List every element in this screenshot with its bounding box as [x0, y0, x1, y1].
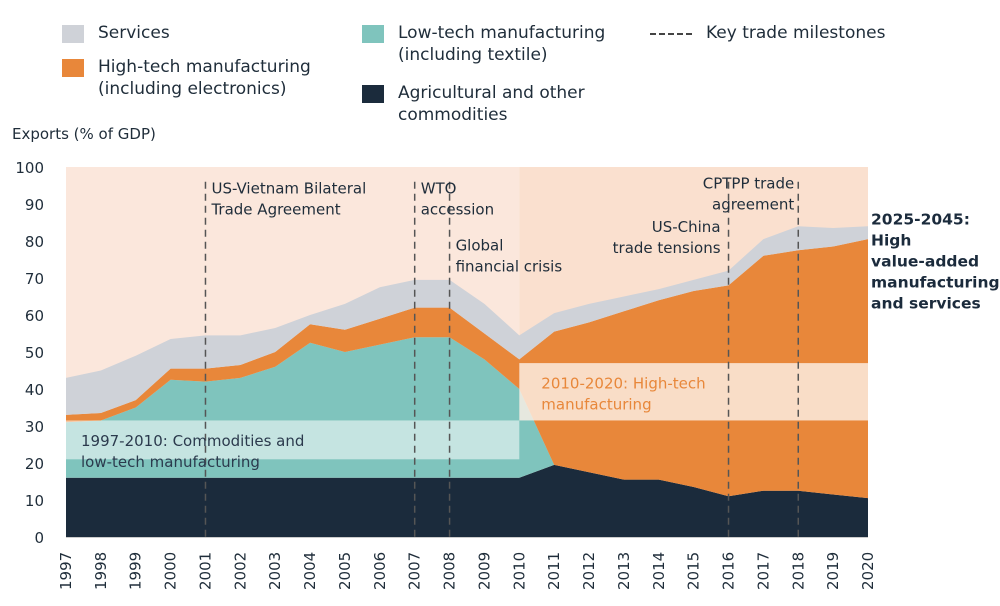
- annotation-1997-2010-line1: 1997-2010: Commodities and: [81, 432, 304, 450]
- x-tick-label-2001: 2001: [196, 552, 214, 590]
- y-tick-label-60: 60: [25, 307, 44, 325]
- x-tick-label-2004: 2004: [301, 552, 319, 590]
- legend-swatch-services: [62, 25, 84, 43]
- area-agricultural: [66, 464, 868, 537]
- exports-area-chart: US-Vietnam Bilateral Trade Agreement WTO ac…: [12, 125, 1000, 590]
- annotation-2025-2045-line2: High: [871, 231, 911, 249]
- annotation-band-2010-2020: [519, 363, 868, 421]
- legend-label-services: Services: [98, 23, 170, 43]
- x-tick-label-2016: 2016: [720, 552, 738, 590]
- x-tick-label-2009: 2009: [475, 552, 493, 590]
- y-tick-label-70: 70: [25, 270, 44, 288]
- y-tick-label-20: 20: [25, 455, 44, 473]
- x-tick-label-2014: 2014: [650, 552, 668, 590]
- milestone-label-2016-line2: trade tensions: [613, 239, 721, 257]
- annotation-2025-2045-line4: manufacturing: [871, 273, 1000, 291]
- x-tick-label-2019: 2019: [824, 552, 842, 590]
- annotation-2025-2045-line3: value-added: [871, 252, 979, 270]
- area-services: [66, 226, 868, 415]
- x-tick-label-2000: 2000: [162, 552, 180, 590]
- x-tick-label-2018: 2018: [789, 552, 807, 590]
- legend-item-milestones: Key trade milestones: [650, 22, 885, 44]
- milestone-label-2001-line2: Trade Agreement: [210, 201, 340, 219]
- y-tick-label-0: 0: [34, 529, 44, 547]
- x-tick-label-2011: 2011: [545, 552, 563, 590]
- annotation-band-1997-2010: [66, 420, 520, 460]
- x-tick-label-2008: 2008: [441, 552, 459, 590]
- legend-label-lowtech-2: (including textile): [398, 45, 548, 65]
- legend-item-agri: Agricultural and other commodities: [362, 82, 585, 126]
- area-high-tech: [66, 239, 868, 499]
- milestone-label-2008-line1: Global: [456, 236, 504, 254]
- legend-swatch-hightech: [62, 59, 84, 77]
- legend-label-milestones: Key trade milestones: [706, 23, 886, 43]
- legend-label-agri-1: Agricultural and other: [398, 83, 585, 103]
- x-tick-label-2007: 2007: [406, 552, 424, 590]
- legend-item-hightech: High-tech manufacturing (including electr…: [62, 56, 311, 100]
- x-tick-label-2020: 2020: [859, 552, 877, 590]
- x-tick-label-2005: 2005: [336, 552, 354, 590]
- annotation-2010-2020-line1: 2010-2020: High-tech: [541, 375, 705, 393]
- x-tick-label-1997: 1997: [57, 552, 75, 590]
- chart-legend: Services High-tech manufacturing (includi…: [62, 22, 962, 132]
- x-tick-label-2006: 2006: [371, 552, 389, 590]
- y-tick-label-30: 30: [25, 418, 44, 436]
- y-tick-label-40: 40: [25, 381, 44, 399]
- x-tick-label-1998: 1998: [92, 552, 110, 590]
- y-tick-label-50: 50: [25, 344, 44, 362]
- legend-item-lowtech: Low-tech manufacturing (including textile…: [362, 22, 605, 66]
- milestone-label-2007-line2: accession: [421, 201, 494, 219]
- annotation-2010-2020-line2: manufacturing: [541, 396, 651, 414]
- milestone-label-2008-line2: financial crisis: [456, 257, 563, 275]
- legend-item-services: Services: [62, 22, 170, 44]
- legend-swatch-lowtech: [362, 25, 384, 43]
- legend-label-agri-2: commodities: [398, 105, 508, 125]
- x-tick-label-2013: 2013: [615, 552, 633, 590]
- legend-label-hightech-1: High-tech manufacturing: [98, 57, 311, 77]
- legend-label-hightech-2: (including electronics): [98, 79, 287, 99]
- annotation-1997-2010-line2: low-tech manufacturing: [81, 453, 260, 471]
- x-tick-label-2002: 2002: [231, 552, 249, 590]
- x-tick-label-2017: 2017: [754, 552, 772, 590]
- x-tick-label-2012: 2012: [580, 552, 598, 590]
- annotation-2025-2045-line1: 2025-2045:: [871, 210, 970, 228]
- legend-swatch-agri: [362, 85, 384, 103]
- y-tick-label-80: 80: [25, 233, 44, 251]
- milestone-label-2018-line2: agreement: [712, 195, 794, 213]
- annotation-2025-2045-line5: and services: [871, 294, 981, 312]
- y-tick-label-10: 10: [25, 492, 44, 510]
- legend-swatch-milestones: [650, 33, 692, 35]
- y-tick-label-100: 100: [15, 159, 44, 177]
- legend-label-lowtech-1: Low-tech manufacturing: [398, 23, 606, 43]
- x-tick-label-2003: 2003: [266, 552, 284, 590]
- milestone-label-2016-line1: US-China: [652, 218, 721, 236]
- x-tick-label-1999: 1999: [127, 552, 145, 590]
- milestone-label-2007-line1: WTO: [421, 180, 457, 198]
- milestone-label-2018-line1: CPTPP trade: [703, 174, 795, 192]
- y-axis-title: Exports (% of GDP): [12, 125, 156, 143]
- x-tick-label-2015: 2015: [685, 552, 703, 590]
- y-tick-label-90: 90: [25, 196, 44, 214]
- milestone-label-2001-line1: US-Vietnam Bilateral: [211, 180, 366, 198]
- x-tick-label-2010: 2010: [510, 552, 528, 590]
